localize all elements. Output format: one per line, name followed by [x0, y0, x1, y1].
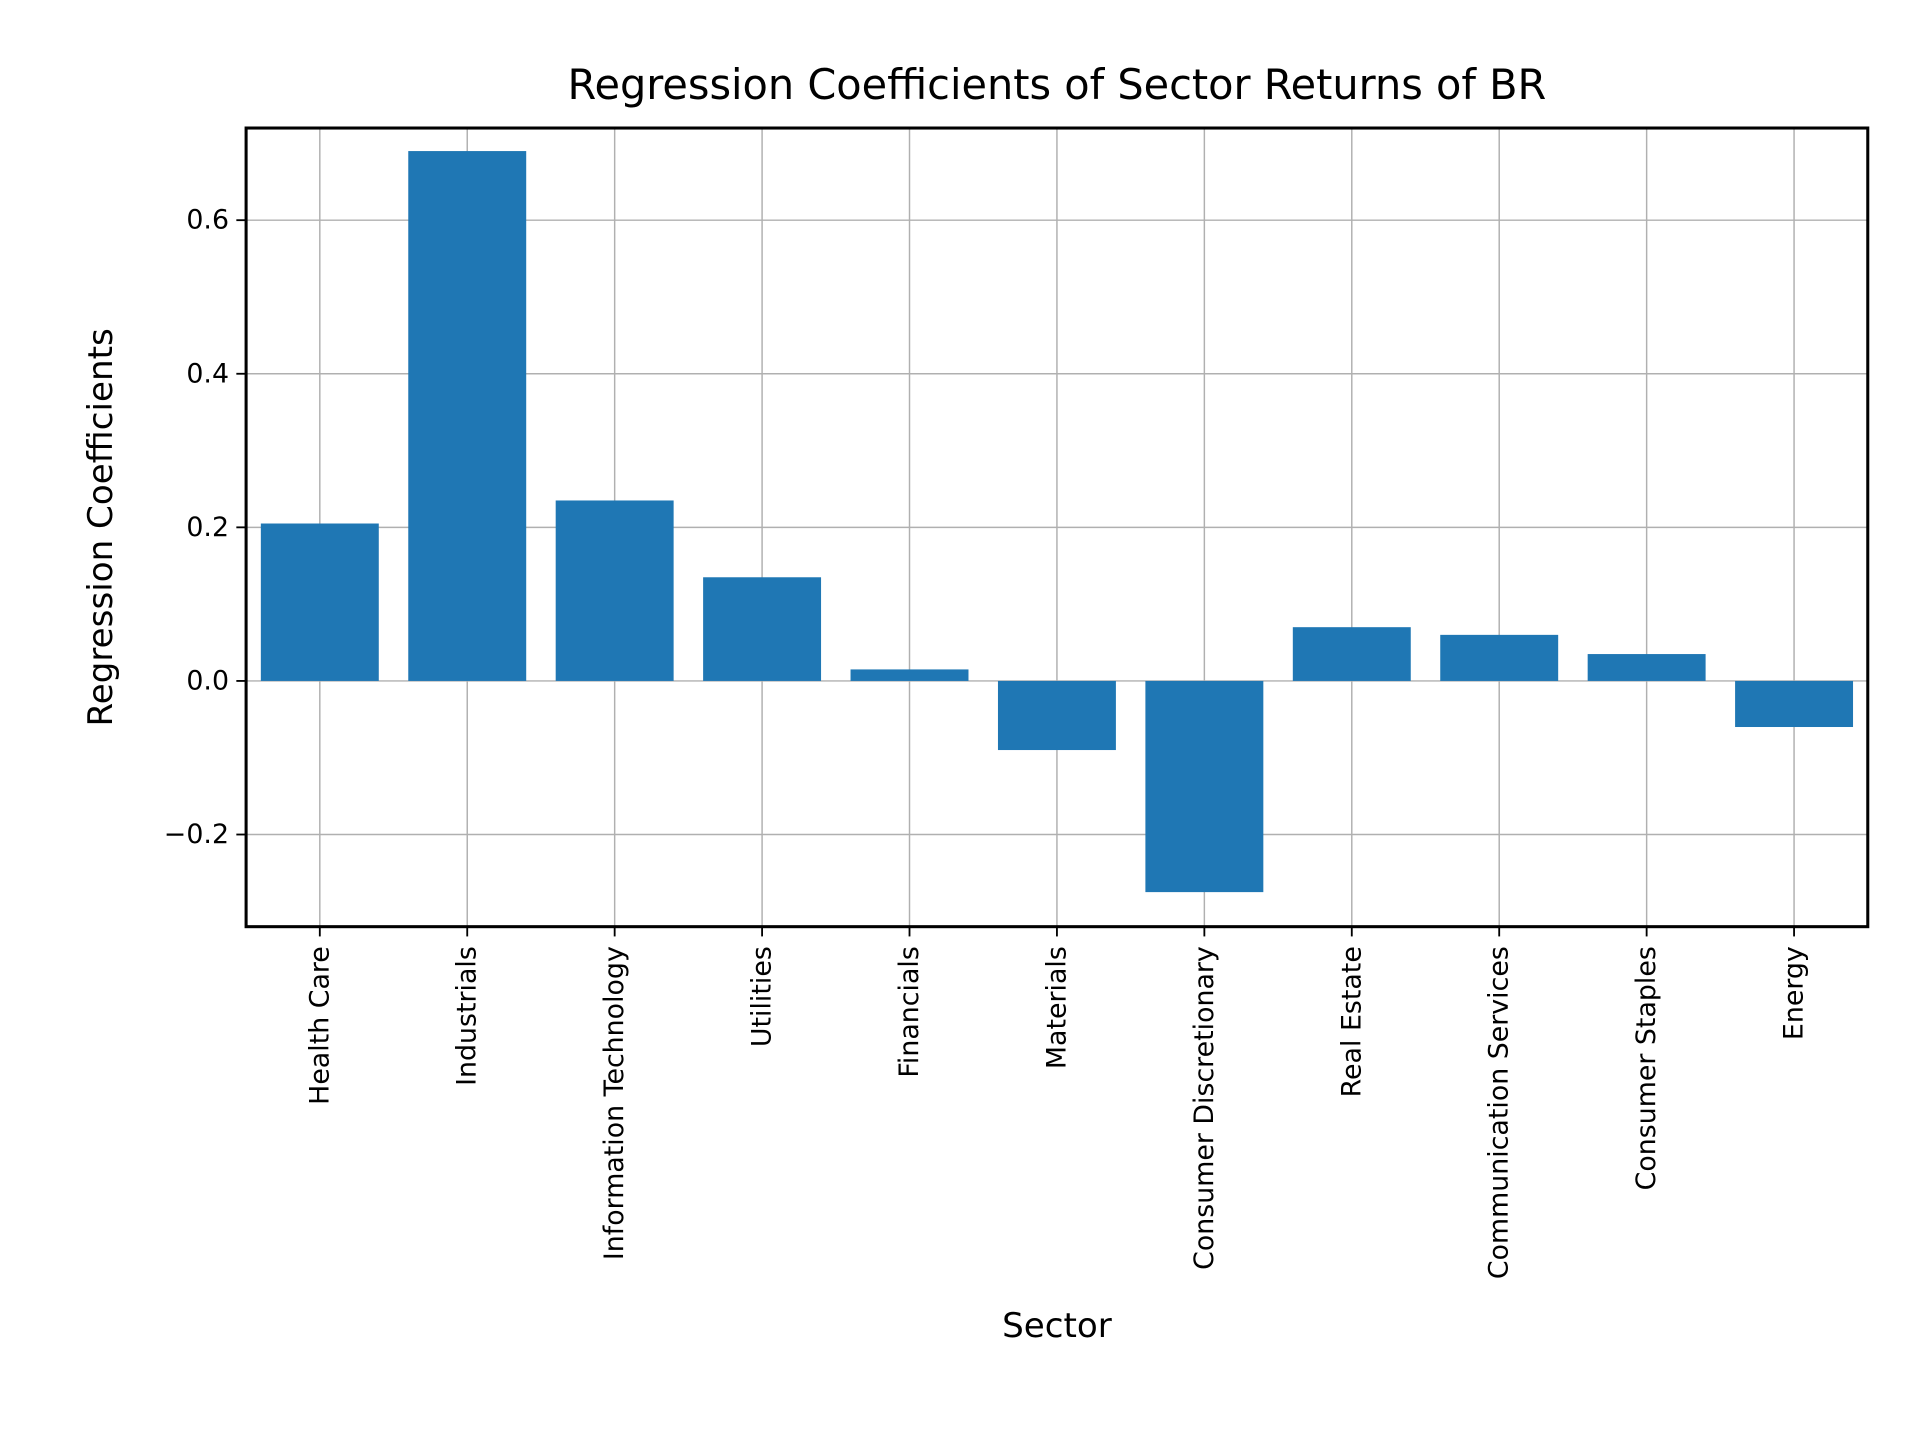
- bar: [1735, 681, 1853, 727]
- x-tick-label: Consumer Staples: [1631, 946, 1662, 1190]
- bar: [998, 681, 1116, 750]
- x-tick-label: Health Care: [304, 946, 335, 1105]
- bar: [556, 500, 674, 680]
- bar: [851, 669, 969, 681]
- x-tick-label: Utilities: [747, 946, 778, 1047]
- x-tick-label: Financials: [894, 946, 925, 1077]
- y-axis-label: Regression Coefficients: [81, 328, 121, 726]
- bar-chart: Health Care Industrials Information Techno…: [0, 0, 1920, 1440]
- chart-title: Regression Coefficients of Sector Return…: [568, 61, 1547, 109]
- bar: [1145, 681, 1263, 892]
- y-tick-label: 0.6: [186, 205, 229, 236]
- x-tick-label: Real Estate: [1336, 946, 1367, 1097]
- y-tick-label: 0.2: [186, 512, 229, 543]
- chart-container: Health Care Industrials Information Techno…: [0, 0, 1920, 1440]
- x-tick-label: Materials: [1041, 946, 1072, 1069]
- bar: [408, 151, 526, 681]
- y-tick-label: 0.0: [186, 665, 229, 696]
- bar: [1440, 635, 1558, 681]
- x-tick-label: Communication Services: [1484, 946, 1515, 1279]
- x-tick-label: Industrials: [452, 946, 483, 1086]
- x-axis-label: Sector: [1002, 1306, 1113, 1346]
- x-tick-label: Information Technology: [599, 946, 630, 1260]
- bar: [1588, 654, 1706, 681]
- y-tick-label: −0.2: [164, 819, 229, 850]
- y-tick-label: 0.4: [186, 358, 229, 389]
- bar: [261, 524, 379, 681]
- bar: [1293, 627, 1411, 681]
- x-tick-label: Consumer Discretionary: [1189, 946, 1220, 1270]
- x-tick-label: Energy: [1779, 946, 1810, 1040]
- bar: [703, 577, 821, 681]
